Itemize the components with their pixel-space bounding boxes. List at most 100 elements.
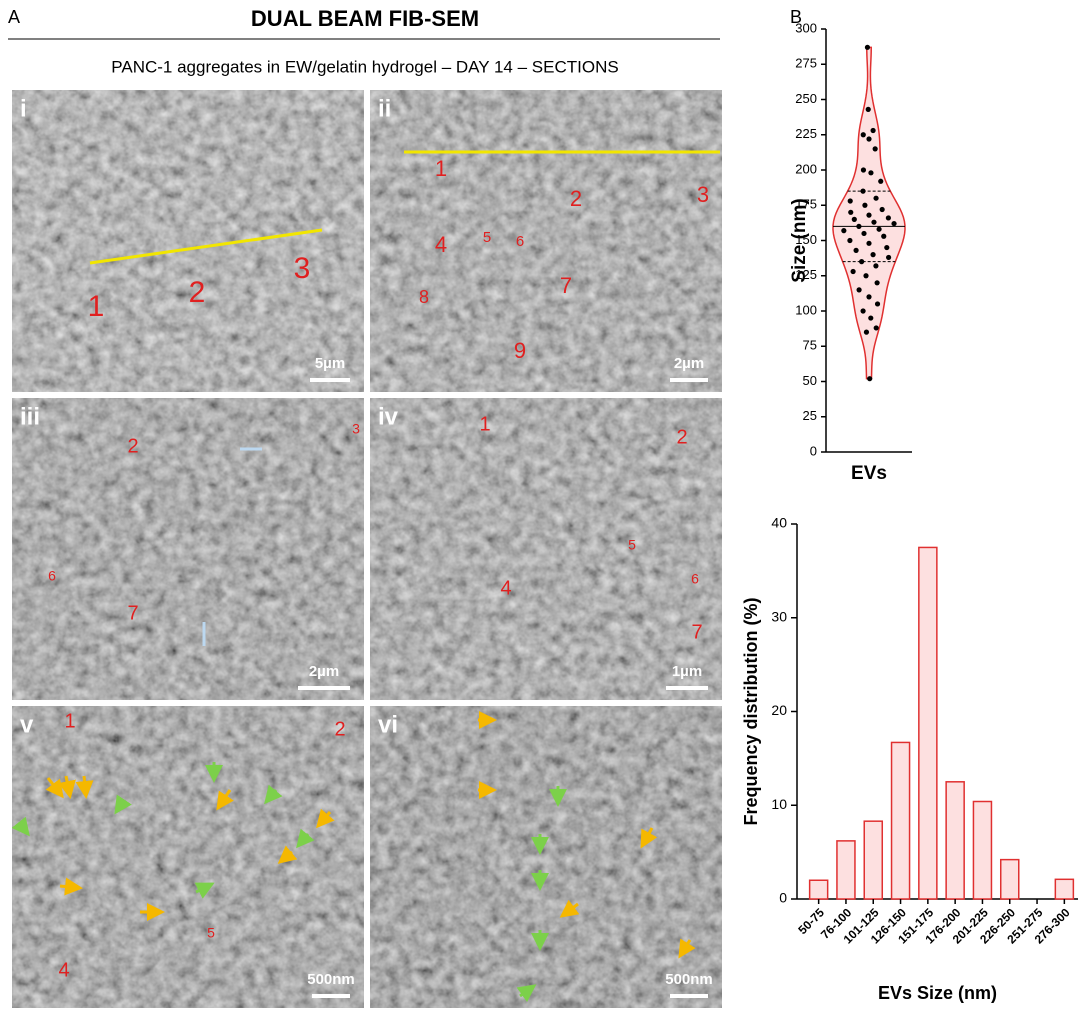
data-point	[864, 330, 869, 335]
bar	[892, 742, 910, 899]
data-point	[891, 221, 896, 226]
data-point	[875, 301, 880, 306]
scale-bar-label: 1µm	[672, 663, 702, 680]
data-point	[866, 107, 871, 112]
y-tick-label: 250	[795, 91, 817, 106]
region-number: 9	[514, 338, 526, 363]
region-number: 3	[352, 421, 360, 437]
arrow	[84, 776, 86, 796]
region-number: 1	[64, 710, 75, 732]
y-tick-label: 10	[771, 796, 787, 812]
micrograph-texture	[370, 90, 722, 392]
data-point	[886, 215, 891, 220]
bar	[864, 821, 882, 899]
data-point	[859, 259, 864, 264]
data-point	[861, 231, 866, 236]
data-point	[866, 213, 871, 218]
data-point	[886, 255, 891, 260]
region-number: 4	[435, 232, 447, 257]
region-number: 2	[570, 186, 582, 211]
data-point	[863, 273, 868, 278]
bar	[1055, 879, 1073, 899]
y-tick-label: 225	[795, 126, 817, 141]
y-tick-label: 200	[795, 161, 817, 176]
image-label: vi	[378, 711, 398, 738]
data-point	[861, 167, 866, 172]
region-number: 4	[500, 577, 511, 599]
region-number: 2	[676, 426, 687, 448]
micrograph-texture	[370, 706, 722, 1008]
y-tick-label: 0	[810, 443, 817, 458]
region-number: 1	[88, 290, 105, 323]
y-axis-title: Size (nm)	[789, 198, 810, 282]
data-point	[874, 325, 879, 330]
data-point	[870, 252, 875, 257]
data-point	[873, 196, 878, 201]
data-point	[884, 245, 889, 250]
arrow	[60, 886, 80, 888]
bar	[973, 802, 991, 900]
region-number: 7	[127, 602, 138, 624]
data-point	[866, 136, 871, 141]
image-label: ii	[378, 95, 391, 122]
scale-bar-label: 500nm	[665, 971, 713, 988]
data-point	[860, 189, 865, 194]
image-label: iv	[378, 403, 399, 430]
image-label: v	[20, 711, 34, 738]
data-point	[862, 203, 867, 208]
y-tick-label: 30	[771, 608, 787, 624]
y-axis-title: Frequency distribution (%)	[741, 597, 761, 825]
data-point	[873, 146, 878, 151]
title: DUAL BEAM FIB-SEM	[251, 6, 479, 31]
y-tick-label: 0	[779, 890, 787, 906]
region-number: 2	[334, 718, 345, 740]
data-point	[848, 210, 853, 215]
bar	[810, 880, 828, 899]
data-point	[865, 45, 870, 50]
micrograph-texture	[370, 398, 722, 700]
region-number: 5	[628, 537, 636, 553]
data-point	[848, 198, 853, 203]
data-point	[868, 315, 873, 320]
data-point	[851, 269, 856, 274]
region-number: 6	[691, 571, 699, 587]
region-number: 3	[697, 182, 709, 207]
data-point	[870, 128, 875, 133]
y-tick-label: 100	[795, 302, 817, 317]
x-tick-label: EVs	[851, 463, 887, 484]
region-number: 1	[479, 413, 490, 435]
data-point	[856, 224, 861, 229]
data-point	[871, 220, 876, 225]
data-point	[860, 308, 865, 313]
data-point	[866, 241, 871, 246]
region-number: 7	[560, 273, 572, 298]
region-number: 8	[419, 287, 429, 307]
y-tick-label: 75	[803, 338, 817, 353]
data-point	[861, 132, 866, 137]
data-point	[881, 234, 886, 239]
image-label: iii	[20, 403, 40, 430]
micrograph-texture	[12, 398, 364, 700]
data-point	[847, 238, 852, 243]
data-point	[841, 228, 846, 233]
scale-bar-label: 2µm	[309, 663, 339, 680]
y-tick-label: 300	[795, 20, 817, 35]
scale-bar-label: 2µm	[674, 355, 704, 372]
data-point	[856, 287, 861, 292]
bar	[946, 782, 964, 899]
y-tick-label: 40	[771, 515, 787, 531]
data-point	[852, 217, 857, 222]
image-label: i	[20, 95, 27, 122]
subtitle: PANC-1 aggregates in EW/gelatin hydrogel…	[111, 57, 618, 76]
data-point	[876, 227, 881, 232]
data-point	[873, 263, 878, 268]
data-point	[868, 170, 873, 175]
region-number: 2	[127, 435, 138, 457]
x-axis-title: EVs Size (nm)	[878, 983, 997, 1003]
data-point	[867, 376, 872, 381]
data-point	[878, 179, 883, 184]
region-number: 6	[48, 568, 56, 584]
region-number: 6	[516, 233, 524, 250]
y-tick-label: 275	[795, 56, 817, 71]
y-tick-label: 25	[803, 408, 817, 423]
